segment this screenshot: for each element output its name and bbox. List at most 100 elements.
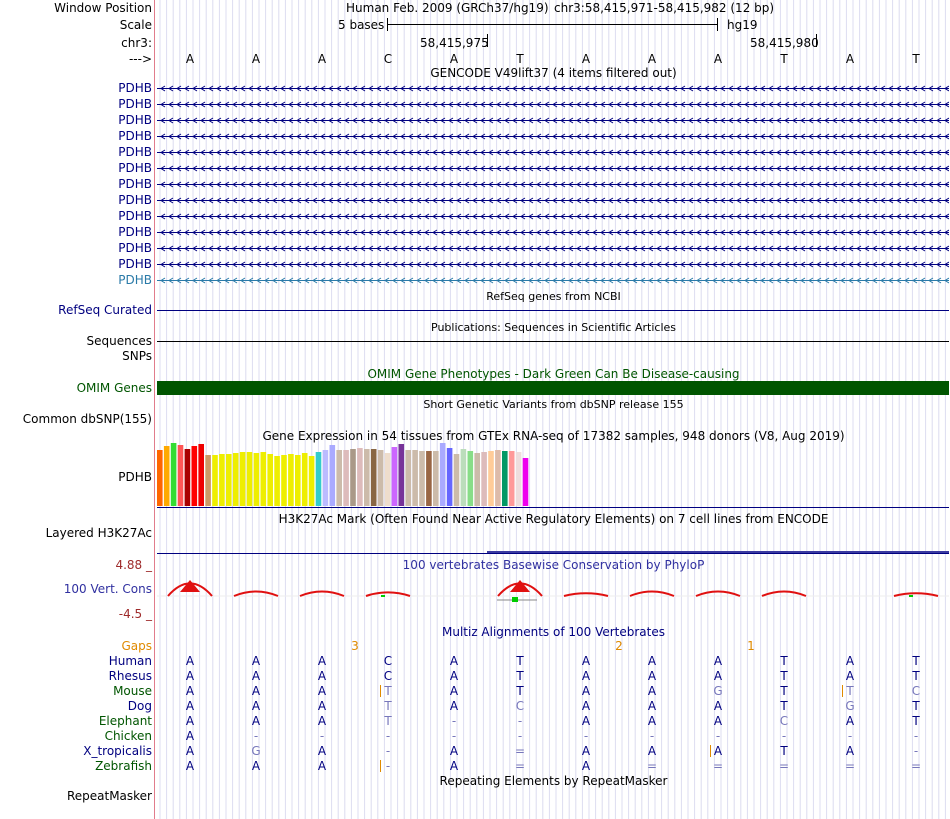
species-label[interactable]: Dog: [127, 699, 152, 713]
gencode-transcript-label[interactable]: PDHB: [118, 145, 152, 159]
gencode-transcript-feature[interactable]: [157, 129, 949, 144]
gtex-tissue-bar[interactable]: [219, 454, 225, 506]
gencode-transcript-label[interactable]: PDHB: [118, 225, 152, 239]
gtex-tissue-bar[interactable]: [226, 454, 232, 506]
gencode-transcript-feature[interactable]: [157, 113, 949, 128]
species-label[interactable]: Chicken: [104, 729, 152, 743]
gtex-tissue-bar[interactable]: [419, 451, 425, 506]
gtex-bar-chart[interactable]: [157, 440, 537, 508]
gencode-transcript-feature[interactable]: [157, 145, 949, 160]
gtex-tissue-bar[interactable]: [212, 455, 218, 506]
gencode-transcript-feature[interactable]: [157, 209, 949, 224]
repeatmasker-track-title[interactable]: Repeating Elements by RepeatMasker: [439, 774, 668, 788]
gtex-tissue-bar[interactable]: [439, 443, 446, 506]
gencode-track-title[interactable]: GENCODE V49lift37 (4 items filtered out): [430, 66, 677, 80]
species-label[interactable]: Human: [108, 654, 152, 668]
gtex-tissue-bar[interactable]: [412, 450, 418, 506]
gtex-tissue-bar[interactable]: [453, 454, 460, 506]
gtex-tissue-bar[interactable]: [343, 450, 349, 506]
species-label[interactable]: Elephant: [98, 714, 152, 728]
pubs-track-title[interactable]: Publications: Sequences in Scientific Ar…: [431, 321, 676, 334]
gencode-transcript-label[interactable]: PDHB: [118, 209, 152, 223]
gtex-tissue-bar[interactable]: [508, 451, 515, 506]
phylop-signal[interactable]: [157, 578, 949, 608]
gtex-tissue-bar[interactable]: [446, 448, 453, 506]
gtex-tissue-bar[interactable]: [288, 454, 294, 506]
gencode-transcript-label[interactable]: PDHB: [118, 241, 152, 255]
gtex-tissue-bar[interactable]: [502, 451, 508, 506]
phylop-track-title[interactable]: 100 vertebrates Basewise Conservation by…: [402, 558, 705, 572]
gtex-tissue-bar[interactable]: [329, 445, 336, 506]
omim-feature[interactable]: [157, 381, 949, 395]
refseq-track-title[interactable]: RefSeq genes from NCBI: [486, 290, 621, 303]
pubs-feature[interactable]: [157, 341, 949, 342]
gencode-transcript-label[interactable]: PDHB: [118, 177, 152, 191]
refseq-label[interactable]: RefSeq Curated: [58, 303, 152, 317]
gtex-tissue-bar[interactable]: [163, 446, 170, 506]
gtex-tissue-bar[interactable]: [522, 458, 529, 506]
gencode-transcript-label[interactable]: PDHB: [118, 129, 152, 143]
gtex-tissue-bar[interactable]: [481, 452, 487, 506]
species-label[interactable]: Zebrafish: [95, 759, 152, 773]
gencode-transcript-label[interactable]: PDHB: [118, 193, 152, 207]
gencode-transcript-label[interactable]: PDHB: [118, 113, 152, 127]
gtex-tissue-bar[interactable]: [370, 449, 377, 506]
gtex-tissue-bar[interactable]: [260, 452, 267, 506]
gtex-tissue-bar[interactable]: [170, 443, 177, 506]
gencode-transcript-feature[interactable]: [157, 193, 949, 208]
gtex-tissue-bar[interactable]: [433, 451, 439, 506]
snps-label[interactable]: SNPs: [122, 349, 152, 363]
species-label[interactable]: X_tropicalis: [83, 744, 152, 758]
gtex-tissue-bar[interactable]: [336, 450, 342, 506]
h3k27ac-track-title[interactable]: H3K27Ac Mark (Often Found Near Active Re…: [278, 512, 829, 526]
gtex-tissue-bar[interactable]: [474, 453, 480, 506]
gtex-tissue-bar[interactable]: [184, 449, 191, 506]
gtex-tissue-bar[interactable]: [398, 444, 405, 506]
gtex-tissue-bar[interactable]: [308, 456, 315, 506]
gencode-transcript-label[interactable]: PDHB: [118, 97, 152, 111]
gtex-tissue-bar[interactable]: [350, 449, 356, 506]
gtex-tissue-bar[interactable]: [322, 450, 329, 506]
gtex-tissue-bar[interactable]: [281, 455, 287, 506]
gtex-tissue-bar[interactable]: [232, 453, 239, 506]
gtex-tissue-bar[interactable]: [205, 455, 211, 506]
repeatmasker-label[interactable]: RepeatMasker: [66, 789, 152, 803]
gencode-transcript-label[interactable]: PDHB: [118, 273, 152, 287]
gtex-tissue-bar[interactable]: [488, 451, 494, 506]
gencode-transcript-feature[interactable]: [157, 225, 949, 240]
gtex-tissue-bar[interactable]: [377, 450, 384, 506]
multiz-track-title[interactable]: Multiz Alignments of 100 Vertebrates: [441, 625, 666, 639]
refseq-feature[interactable]: [157, 310, 949, 311]
gtex-tissue-bar[interactable]: [253, 453, 260, 506]
gencode-transcript-feature[interactable]: [157, 273, 949, 288]
omim-track-title[interactable]: OMIM Gene Phenotypes - Dark Green Can Be…: [367, 367, 740, 381]
gencode-transcript-feature[interactable]: [157, 81, 949, 96]
gtex-tissue-bar[interactable]: [177, 445, 184, 506]
gtex-tissue-bar[interactable]: [295, 455, 301, 506]
gtex-tissue-bar[interactable]: [384, 453, 391, 506]
gtex-track-title[interactable]: Gene Expression in 54 tissues from GTEx …: [262, 429, 845, 443]
h3k27ac-label[interactable]: Layered H3K27Ac: [45, 526, 152, 540]
gtex-tissue-bar[interactable]: [301, 453, 308, 506]
gtex-tissue-bar[interactable]: [391, 447, 398, 506]
gencode-transcript-label[interactable]: PDHB: [118, 81, 152, 95]
gtex-tissue-bar[interactable]: [495, 450, 501, 506]
gtex-tissue-bar[interactable]: [460, 449, 467, 506]
gtex-tissue-bar[interactable]: [315, 452, 322, 506]
gtex-tissue-bar[interactable]: [364, 449, 370, 506]
gtex-tissue-bar[interactable]: [357, 448, 363, 506]
gencode-transcript-label[interactable]: PDHB: [118, 257, 152, 271]
gencode-transcript-feature[interactable]: [157, 241, 949, 256]
gtex-tissue-bar[interactable]: [274, 456, 280, 506]
dbsnp-label[interactable]: Common dbSNP(155): [22, 412, 152, 426]
gencode-transcript-feature[interactable]: [157, 177, 949, 192]
gencode-transcript-feature[interactable]: [157, 161, 949, 176]
species-label[interactable]: Rhesus: [108, 669, 152, 683]
gtex-tissue-bar[interactable]: [467, 451, 474, 506]
gtex-tissue-bar[interactable]: [405, 450, 411, 506]
gencode-transcript-label[interactable]: PDHB: [118, 161, 152, 175]
omim-label[interactable]: OMIM Genes: [76, 381, 152, 395]
phylop-label[interactable]: 100 Vert. Cons: [63, 582, 152, 596]
gtex-tissue-bar[interactable]: [239, 452, 246, 506]
species-label[interactable]: Mouse: [113, 684, 152, 698]
